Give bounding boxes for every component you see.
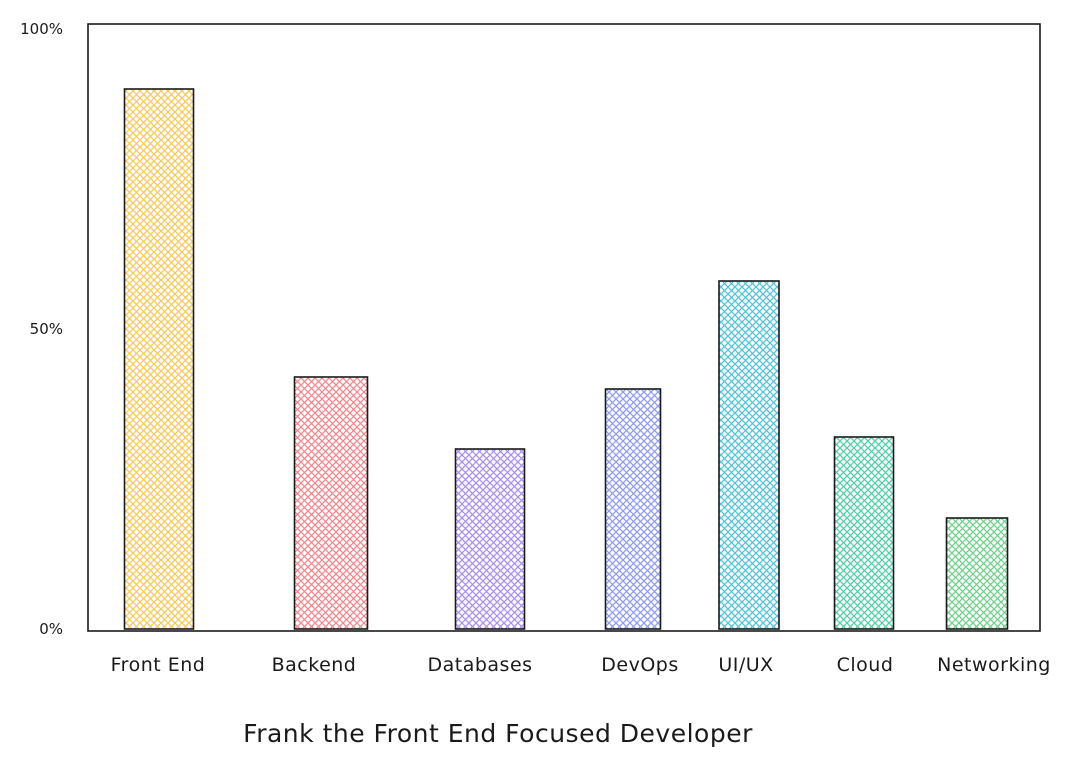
bar-devops	[604, 388, 662, 630]
category-label: DevOps	[601, 654, 678, 676]
plot-frame	[87, 23, 1041, 632]
y-tick-label: 0%	[39, 620, 63, 638]
bar-networking	[945, 517, 1009, 630]
y-tick-label: 50%	[30, 320, 63, 338]
category-label: UI/UX	[718, 654, 773, 676]
bar-cloud	[833, 436, 895, 630]
bar-front-end	[123, 88, 195, 630]
category-label: Front End	[111, 654, 206, 676]
category-label: Backend	[272, 654, 357, 676]
bars	[123, 88, 1009, 630]
bar-backend	[293, 376, 369, 630]
category-label: Networking	[937, 654, 1051, 676]
category-label: Databases	[427, 654, 532, 676]
category-labels: Front End Backend Databases DevOps UI/UX Clou…	[111, 654, 1051, 676]
y-tick-label: 100%	[20, 20, 63, 38]
bar-ui-ux	[718, 280, 780, 630]
bar-databases	[454, 448, 526, 630]
chart-title: Frank the Front End Focused Developer	[243, 719, 753, 748]
category-label: Cloud	[837, 654, 894, 676]
y-tick-labels: 0% 50% 100%	[20, 20, 63, 638]
